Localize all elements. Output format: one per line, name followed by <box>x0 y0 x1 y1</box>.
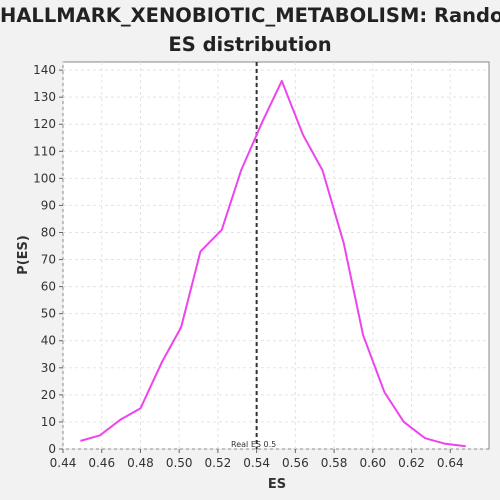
y-tick-label: 120 <box>33 117 56 131</box>
grid <box>62 62 489 450</box>
x-tick-label: 0.64 <box>437 456 464 470</box>
chart-title-line-1: HALLMARK_XENOBIOTIC_METABOLISM: Random <box>0 4 500 27</box>
chart-title: HALLMARK_XENOBIOTIC_METABOLISM: Random E… <box>0 0 500 59</box>
real-es-label: Real ES 0.5 <box>231 440 276 449</box>
series <box>80 79 466 448</box>
y-tick-label: 10 <box>41 415 56 429</box>
x-tick-label: 0.62 <box>398 456 425 470</box>
y-tick-label: 50 <box>41 307 56 321</box>
y-tick-label: 70 <box>41 253 56 267</box>
y-axis-title: P(ES) <box>16 235 31 275</box>
y-tick-label: 60 <box>41 280 56 294</box>
chart-title-line-2: ES distribution <box>168 33 332 56</box>
x-tick-label: 0.44 <box>50 456 77 470</box>
x-tick-label: 0.52 <box>205 456 232 470</box>
y-tick-label: 20 <box>41 388 56 402</box>
y-tick-label: 0 <box>48 442 56 456</box>
x-tick-label: 0.48 <box>127 456 154 470</box>
x-tick-label: 0.54 <box>243 456 270 470</box>
x-tick-label: 0.46 <box>88 456 115 470</box>
y-tick-label: 80 <box>41 225 56 239</box>
x-axis-title: ES <box>268 477 286 492</box>
y-tick-label: 110 <box>33 144 56 158</box>
y-tick-label: 90 <box>41 198 56 212</box>
series-line <box>80 79 466 448</box>
x-tick-label: 0.56 <box>282 456 309 470</box>
axes: 0.44 0.46 0.48 0.50 0.52 0.54 0.56 0.58 0.60 0.62… <box>33 63 464 470</box>
y-tick-label: 130 <box>33 90 56 104</box>
x-tick-label: 0.50 <box>166 456 193 470</box>
plot-area <box>62 61 490 450</box>
y-tick-label: 140 <box>33 63 56 77</box>
y-tick-label: 30 <box>41 361 56 375</box>
annotation: Real ES 0.5 <box>231 62 276 449</box>
y-tick-label: 40 <box>41 334 56 348</box>
x-tick-label: 0.58 <box>321 456 348 470</box>
x-tick-label: 0.60 <box>359 456 386 470</box>
y-tick-label: 100 <box>33 171 56 185</box>
